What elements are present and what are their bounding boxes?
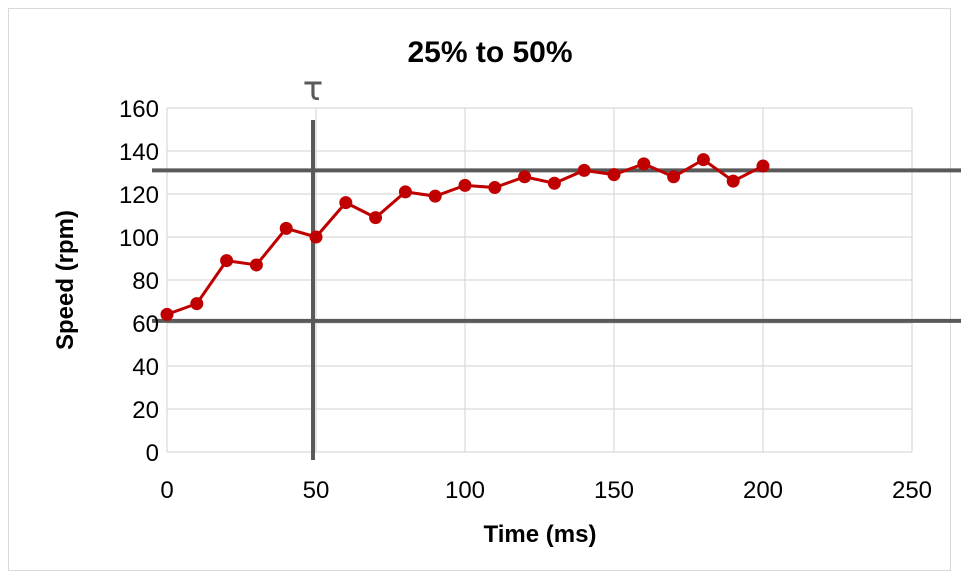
- y-tick-label: 60: [132, 311, 159, 338]
- data-point: [428, 189, 442, 203]
- data-point: [637, 157, 651, 171]
- y-tick-label: 40: [132, 354, 159, 381]
- chart-border: [8, 8, 951, 571]
- data-point: [488, 181, 502, 195]
- chart-title: 25% to 50%: [407, 36, 572, 69]
- x-axis-title: Time (ms): [484, 521, 597, 548]
- tick-label-layer: 0 20 40 60 80 100 120 140 160 0 50 100 150 200 250: [119, 96, 932, 504]
- tau-label: τ: [303, 69, 323, 109]
- data-point: [726, 174, 740, 188]
- y-tick-label: 140: [119, 139, 159, 166]
- data-point: [667, 170, 681, 184]
- data-point: [518, 170, 532, 184]
- data-point: [279, 221, 293, 235]
- y-tick-label: 100: [119, 225, 159, 252]
- x-tick-label: 250: [892, 477, 932, 504]
- data-point: [220, 254, 234, 268]
- data-point: [309, 230, 323, 244]
- data-point: [160, 307, 174, 321]
- data-point: [458, 178, 472, 192]
- x-tick-label: 200: [743, 477, 783, 504]
- x-tick-label: 0: [160, 477, 173, 504]
- data-point: [547, 176, 561, 190]
- data-point: [190, 297, 204, 311]
- y-tick-label: 120: [119, 182, 159, 209]
- data-point: [369, 211, 383, 225]
- data-point: [339, 196, 353, 210]
- data-point: [696, 153, 710, 167]
- x-tick-label: 100: [445, 477, 485, 504]
- y-tick-label: 0: [146, 440, 159, 467]
- data-point: [249, 258, 263, 272]
- grid-layer: [166, 107, 913, 453]
- data-point: [577, 163, 591, 177]
- y-tick-label: 20: [132, 397, 159, 424]
- data-point: [398, 185, 412, 199]
- data-point: [607, 168, 621, 182]
- y-axis-title: Speed (rpm): [52, 210, 79, 350]
- data-point: [756, 159, 770, 173]
- x-tick-label: 50: [303, 477, 330, 504]
- reference-line-layer: τ: [152, 69, 961, 460]
- x-tick-label: 150: [594, 477, 634, 504]
- y-tick-label: 160: [119, 96, 159, 123]
- series-layer: [160, 153, 770, 321]
- y-tick-label: 80: [132, 268, 159, 295]
